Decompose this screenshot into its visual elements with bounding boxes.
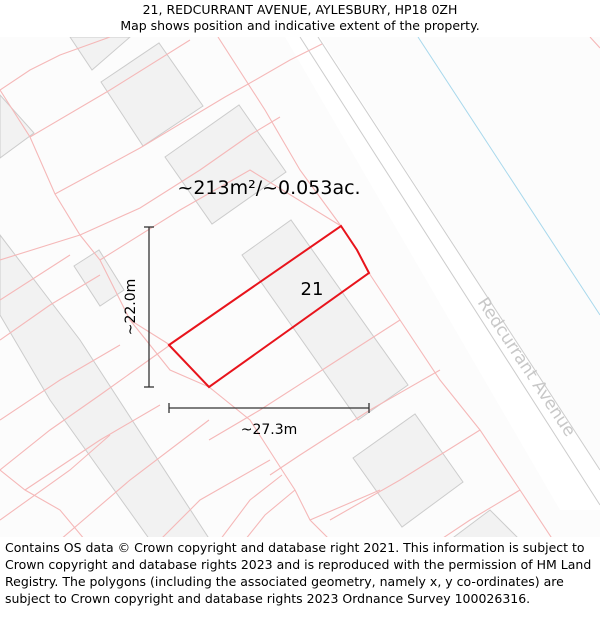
- road-redcurrant-avenue: [285, 37, 600, 510]
- copyright-attribution: Contains OS data © Crown copyright and d…: [5, 540, 592, 606]
- property-address-title: 21, REDCURRANT AVENUE, AYLESBURY, HP18 0…: [142, 2, 458, 17]
- map-subtitle: Map shows position and indicative extent…: [120, 18, 480, 33]
- area-label: ~213m²/~0.053ac.: [177, 177, 360, 199]
- width-dimension-label: ~27.3m: [241, 422, 298, 438]
- parcel-boundaries: [0, 37, 600, 537]
- plot-number-label: 21: [301, 279, 324, 300]
- property-boundary[interactable]: [167, 224, 371, 389]
- map-header: 21, REDCURRANT AVENUE, AYLESBURY, HP18 0…: [0, 0, 600, 34]
- height-dimension-line: [144, 226, 154, 388]
- buildings: [0, 37, 518, 537]
- height-dimension-label: ~22.0m: [123, 279, 139, 336]
- width-dimension-line: [168, 403, 370, 413]
- property-map[interactable]: ~213m²/~0.053ac. 21 ~22.0m ~27.3m Redcur…: [0, 37, 600, 537]
